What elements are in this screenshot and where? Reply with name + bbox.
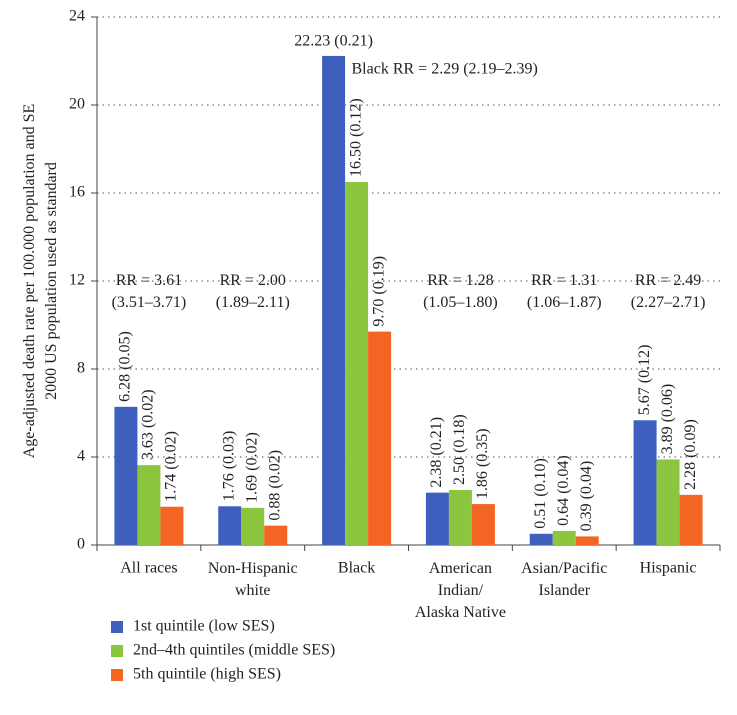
value-label: 0.39 (0.04) [578, 461, 595, 532]
bar [552, 530, 576, 545]
value-label: 6.28 (0.05) [117, 331, 134, 402]
value-label: 0.88 (0.02) [266, 450, 283, 521]
x-tick-label: Non-Hispanic white [208, 560, 298, 599]
x-tick-label: All races [120, 560, 177, 577]
x-tick-label: Black [338, 560, 375, 577]
x-tick-label: Asian/Pacific Islander [521, 560, 607, 599]
y-axis-label: Age-adjusted death rate per 100.000 popu… [21, 104, 60, 459]
rr-label: RR = 2.00 (1.89–2.11) [216, 272, 290, 311]
value-label: 22.23 (0.21) [294, 33, 373, 50]
bar [425, 492, 449, 545]
bar [241, 507, 265, 545]
bar [448, 490, 472, 545]
legend-swatch [111, 621, 123, 633]
bar [264, 525, 288, 545]
bar [368, 331, 392, 545]
bar [471, 504, 495, 545]
value-label: 3.63 (0.02) [140, 389, 157, 460]
value-label: 1.76 (0.03) [220, 431, 237, 502]
bar [322, 55, 346, 545]
bar [345, 182, 369, 545]
legend-label: 2nd–4th quintiles (middle SES) [133, 642, 335, 659]
y-tick-label: 8 [77, 360, 85, 377]
value-label: 2.50 (0.18) [451, 414, 468, 485]
rr-label: RR = 2.49 (2.27–2.71) [631, 272, 706, 311]
y-tick-label: 24 [69, 8, 85, 25]
y-tick-label: 20 [69, 96, 85, 113]
legend-swatch [111, 669, 123, 681]
rr-label: RR = 1.31 (1.06–1.87) [527, 272, 602, 311]
value-label: 9.70 (0.19) [370, 256, 387, 327]
y-tick-label: 12 [69, 272, 85, 289]
value-label: 2.38 (0.21) [428, 417, 445, 488]
value-label: 2.28 (0.09) [682, 419, 699, 490]
bar [114, 406, 138, 545]
value-label: 16.50 (0.12) [347, 98, 364, 177]
value-label: 1.69 (0.02) [243, 432, 260, 503]
bar [137, 465, 161, 545]
x-tick-label: Hispanic [640, 560, 697, 577]
bar [575, 536, 599, 545]
bar [656, 459, 680, 545]
legend-label: 1st quintile (low SES) [133, 618, 275, 635]
rr-label: RR = 3.61 (3.51–3.71) [112, 272, 187, 311]
legend-label: 5th quintile (high SES) [133, 666, 281, 683]
bar [160, 506, 184, 545]
y-tick-label: 4 [77, 448, 85, 465]
value-label: 1.74 (0.02) [163, 431, 180, 502]
y-tick-label: 16 [69, 184, 85, 201]
x-tick-label: American Indian/Alaska Native [415, 560, 506, 621]
value-label: 5.67 (0.12) [636, 345, 653, 416]
rr-label: Black RR = 2.29 (2.19–2.39) [352, 61, 538, 78]
value-label: 3.89 (0.06) [659, 384, 676, 455]
legend-swatch [111, 645, 123, 657]
bar [218, 506, 242, 545]
y-tick-label: 0 [77, 536, 85, 553]
bar [529, 533, 553, 545]
value-label: 0.64 (0.04) [555, 455, 572, 526]
value-label: 0.51 (0.10) [532, 458, 549, 529]
bar [633, 420, 657, 545]
bar [679, 494, 703, 545]
value-label: 1.86 (0.35) [474, 428, 491, 499]
rr-label: RR = 1.28 (1.05–1.80) [423, 272, 498, 311]
